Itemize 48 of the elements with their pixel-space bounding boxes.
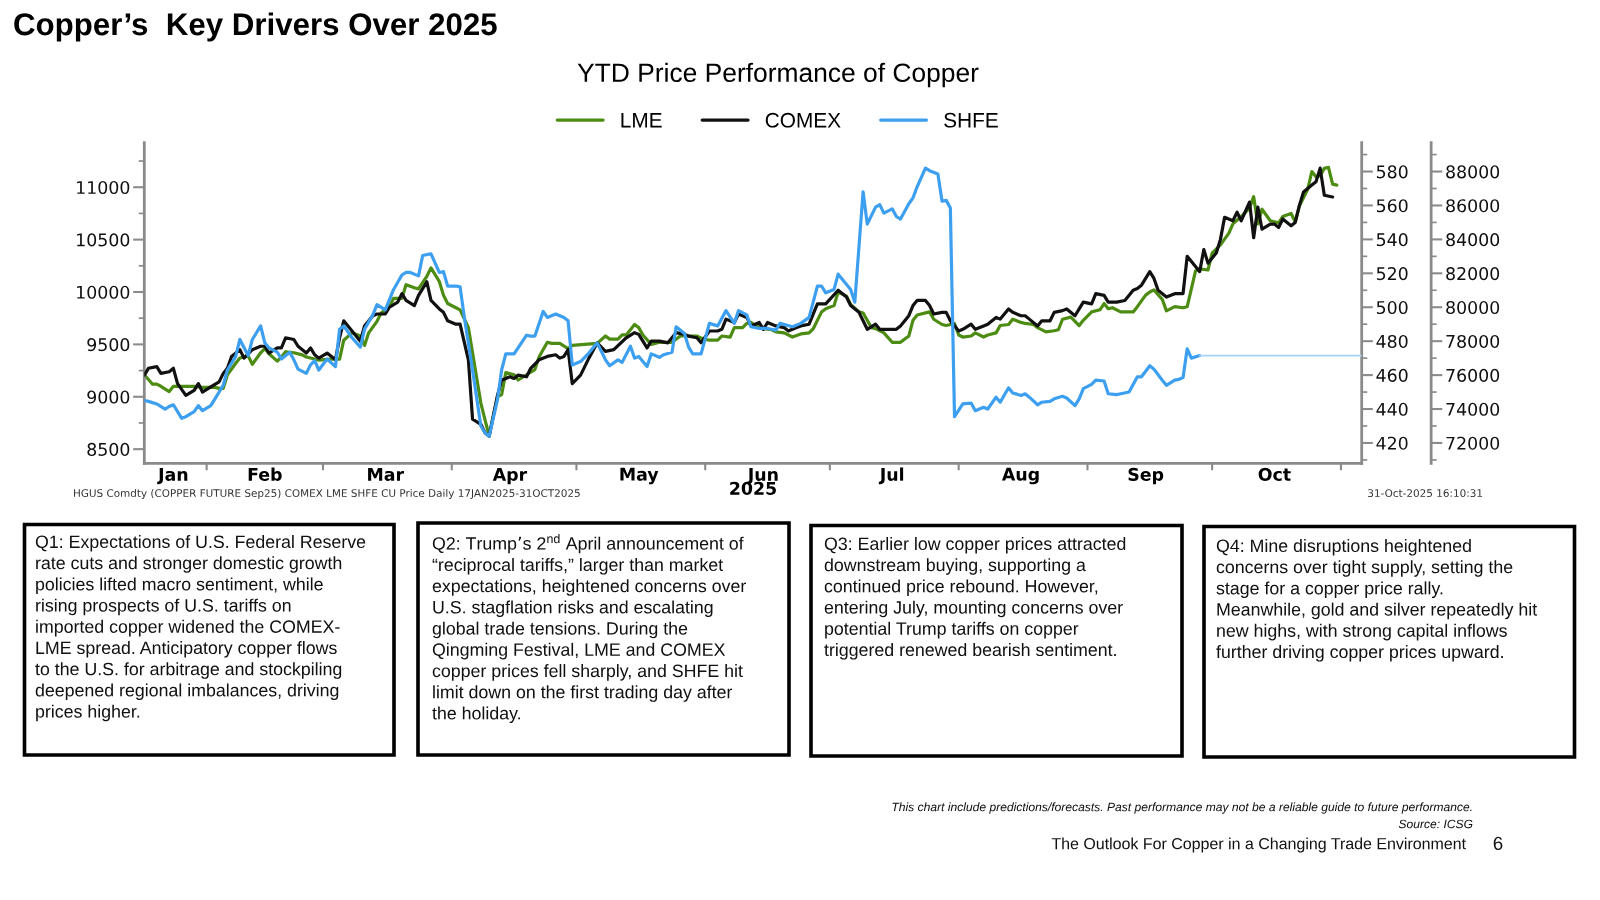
y2-tick-label: 500 [1376,300,1408,315]
y3-tick-label: 76000 [1446,368,1500,382]
y2-tick-label: 460 [1376,368,1408,382]
y3-tick-label: 86000 [1446,199,1500,213]
x-tick-label: May [620,467,659,485]
y2-tick-label: 440 [1376,402,1408,416]
y-tick-label: 9500 [87,338,130,352]
x-tick-label: Apr [492,468,528,485]
text: Q2: Trump’s 2$^{nd}$ April announcement of “reciprocal tariffs,” larger than market expectations, heightened concerns over U.S. stagflation risks and escalating global trade tensions. During the Qingming Festival, LME and COMEX copper prices fell sharply, and SHFE hit limit down on the first trading day after the holiday. [432,534,746,724]
x-tick-label: Oct [1258,467,1291,481]
y-tick-label: 11000 [77,180,130,195]
chart-title: Copper’s Key Drivers Over 2025 [14,12,497,42]
text: HGUS Comdty (COPPER FUTURE Sep25) COMEX LME SHFE CU Price Daily 17JAN2025-31OCT2025 [74,488,580,500]
source-note: Source: ICSG [1398,819,1473,829]
x-tick-label: Aug [1001,467,1039,485]
x-tick-label: Jul [878,467,904,485]
y3-tick-label: 84000 [1446,233,1500,247]
y2-tick-label: 420 [1376,436,1408,450]
text: 31-Oct-2025 16:10:31 [1368,489,1483,498]
y3-tick-label: 74000 [1446,402,1500,416]
text: This chart include predictions/forecasts. Past performance may not be a reliable guide to future performance. [892,802,1472,814]
x-tick-label: Mar [368,468,405,481]
y3-tick-label: 82000 [1446,267,1500,281]
y3-tick-label: 80000 [1446,300,1500,315]
y2-tick-label: 560 [1376,199,1408,213]
x-tick-label: Feb [248,467,282,481]
y3-tick-label: 72000 [1446,436,1500,450]
y2-tick-label: 540 [1376,233,1408,247]
y2-tick-label: 580 [1376,165,1408,179]
legend-label: COMEX [765,112,841,128]
y-tick-label: 10500 [77,233,130,247]
y-tick-label: 8500 [87,442,130,456]
y2-tick-label: 480 [1376,334,1408,349]
y3-tick-label: 88000 [1446,165,1500,179]
y-tick-label: 10000 [77,285,130,299]
y2-tick-label: 520 [1376,267,1408,281]
text: 6 [1493,836,1503,851]
text: Q4: Mine disruptions heightened concerns over tight supply, setting the stage for a copper price rally. Meanwhile, gold and silver repeatedly hit new highs, with strong capital inflows further driving copper prices upward. [1216,539,1538,662]
y3-tick-label: 78000 [1446,334,1500,349]
text: Q3: Earlier low copper prices attracted downstream buying, supporting a continued price rebound. However, entering July, mounting concerns over potential Trump tariffs on copper triggered renewed bearish sentiment. [824,537,1126,660]
chart-subtitle: YTD Price Performance of Copper [577,62,979,88]
legend-label: SHFE [944,112,998,128]
y-tick-label: 9000 [87,390,130,404]
text: Q1: Expectations of U.S. Federal Reserve rate cuts and stronger domestic growth policies lifted macro sentiment, while rising prospects of U.S. tariffs on imported copper widened the COMEX- LME spread. Anticipatory copper flows to the U.S. for arbitrage and stockpiling deepened regional imbalances, driving prices higher. [35,535,366,722]
legend-label: LME [621,113,662,128]
x-tick-label: Sep [1128,467,1164,485]
x-tick-label: Jan [157,468,188,485]
text: The Outlook For Copper in a Changing Trade Environment [1051,837,1466,853]
